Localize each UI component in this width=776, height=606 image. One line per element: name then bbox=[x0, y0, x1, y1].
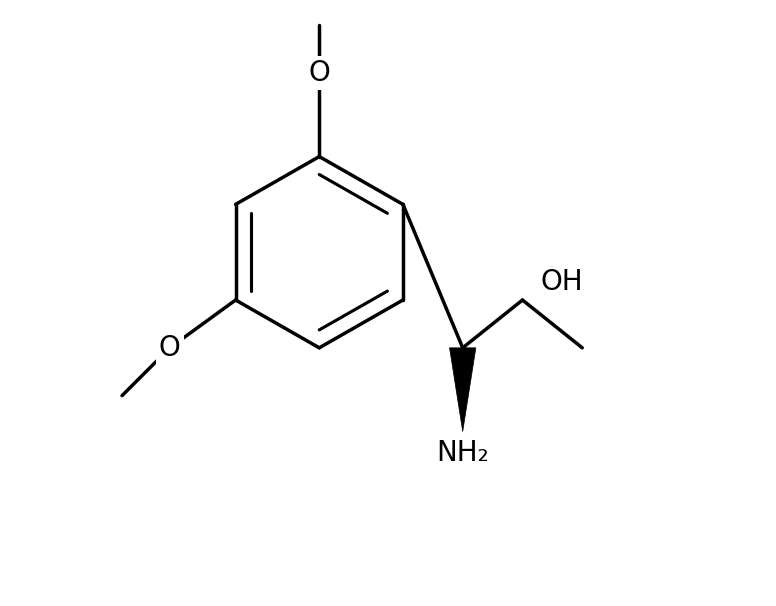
Text: O: O bbox=[159, 334, 181, 362]
Text: OH: OH bbox=[540, 268, 583, 296]
Text: NH₂: NH₂ bbox=[436, 439, 489, 467]
Text: O: O bbox=[308, 59, 330, 87]
Polygon shape bbox=[449, 348, 476, 431]
